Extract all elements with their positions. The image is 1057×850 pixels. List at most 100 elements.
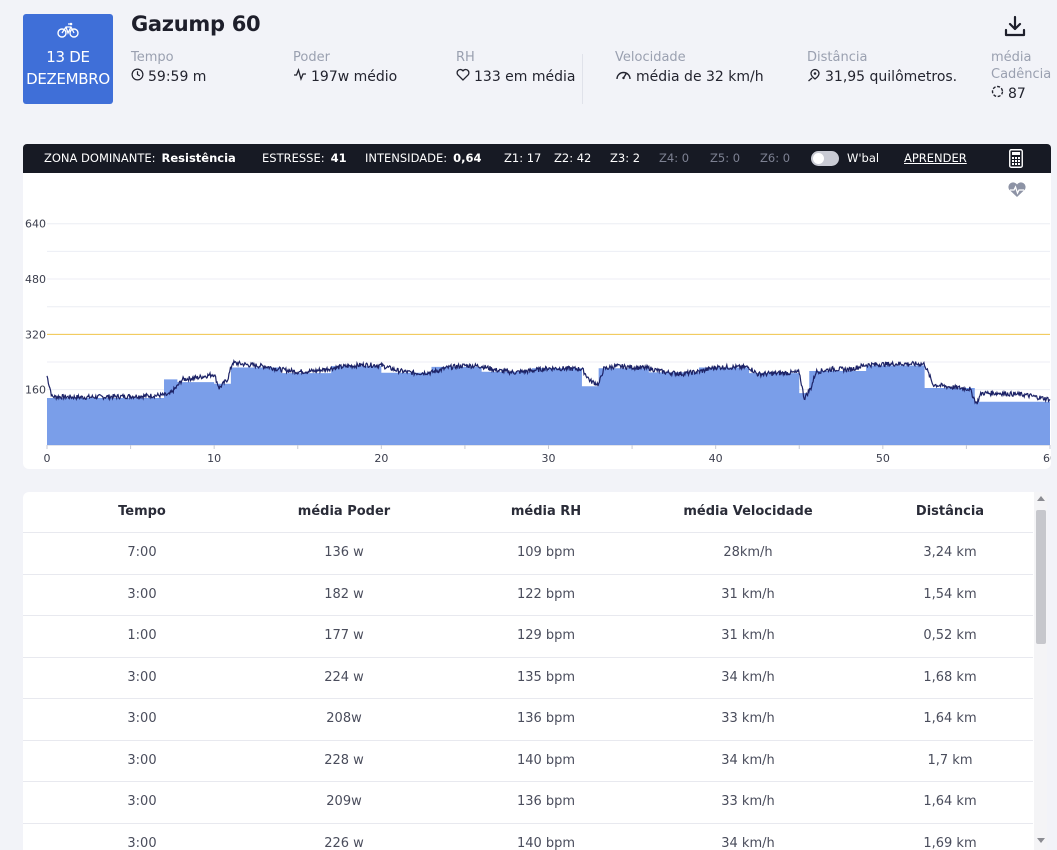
metric-speed: Velocidade média de 32 km/h bbox=[615, 49, 764, 85]
cell-power: 177 w bbox=[324, 628, 364, 643]
x-tick-label: 50 bbox=[876, 452, 890, 465]
wbal-label: W'bal bbox=[847, 151, 880, 165]
y-tick-label: 320 bbox=[25, 328, 46, 341]
y-tick-label: 160 bbox=[25, 384, 46, 397]
scroll-down-icon[interactable] bbox=[1037, 838, 1045, 843]
intervals-table: Tempo média Poder média RH média Velocid… bbox=[23, 492, 1047, 850]
cell-hr: 140 bpm bbox=[516, 752, 576, 768]
cell-speed: 33 km/h bbox=[721, 794, 775, 809]
metric-cadence-label-2: Cadência bbox=[991, 67, 1052, 82]
zone-z2: Z2: 42 bbox=[554, 151, 592, 165]
power-chart-svg: 160 320 480 640 0 10 20 30 40 50 60 bbox=[25, 218, 1051, 465]
zone-z1: Z1: 17 bbox=[504, 151, 542, 165]
cell-time: 3:00 bbox=[127, 711, 157, 726]
date-month: DEZEMBRO bbox=[26, 70, 110, 88]
download-icon[interactable] bbox=[1003, 14, 1027, 40]
target-power-area bbox=[47, 365, 1050, 445]
wbal-toggle-knob bbox=[813, 153, 824, 164]
zone-z6: Z6: 0 bbox=[760, 151, 791, 165]
cell-distance: 1,64 km bbox=[923, 794, 977, 809]
cell-distance: 0,52 km bbox=[923, 628, 977, 643]
col-header-distance[interactable]: Distância bbox=[915, 504, 985, 519]
x-tick-label: 0 bbox=[44, 452, 51, 465]
table-row[interactable]: 3:00 208w 136 bpm 33 km/h 1,64 km bbox=[23, 698, 1033, 741]
col-header-hr[interactable]: média RH bbox=[510, 504, 582, 519]
zone-z3: Z3: 2 bbox=[610, 151, 641, 165]
table-row[interactable]: 3:00 182 w 122 bpm 31 km/h 1,54 km bbox=[23, 573, 1033, 617]
cell-hr: 122 bpm bbox=[516, 586, 576, 602]
cell-hr: 129 bpm bbox=[516, 628, 576, 643]
cell-distance: 1,54 km bbox=[923, 586, 977, 602]
learn-link[interactable]: APRENDER bbox=[904, 151, 967, 165]
table-row[interactable]: 1:00 177 w 129 bpm 31 km/h 0,52 km bbox=[23, 615, 1033, 658]
power-chart: 160 320 480 640 0 10 20 30 40 50 60 bbox=[23, 173, 1051, 469]
x-tick-label: 30 bbox=[542, 452, 556, 465]
cell-time: 3:00 bbox=[127, 752, 157, 768]
col-header-power[interactable]: média Poder bbox=[297, 504, 391, 519]
table-row[interactable]: 3:00 209w 136 bpm 33 km/h 1,64 km bbox=[23, 781, 1033, 824]
cell-hr: 136 bpm bbox=[516, 711, 576, 726]
y-tick-label: 480 bbox=[25, 273, 46, 286]
cell-time: 3:00 bbox=[127, 794, 157, 809]
map-pin-icon bbox=[807, 68, 821, 86]
metric-hr-label: RH bbox=[456, 50, 475, 65]
cell-power: 182 w bbox=[324, 586, 364, 602]
cell-distance: 3,24 km bbox=[923, 545, 977, 560]
metric-power-label: Poder bbox=[293, 50, 330, 65]
metric-cadence-label-1: média bbox=[991, 50, 1032, 65]
metric-speed-label: Velocidade bbox=[615, 50, 686, 65]
speedometer-icon bbox=[615, 68, 632, 85]
bike-icon bbox=[23, 22, 113, 42]
metric-cadence: média Cadência 87 bbox=[991, 49, 1051, 102]
table-row[interactable]: 7:00 136 w 109 bpm 28km/h 3,24 km bbox=[23, 532, 1033, 575]
y-tick-label: 640 bbox=[25, 218, 46, 231]
table-row[interactable]: 3:00 226 w 140 bpm 34 km/h 1,69 km bbox=[23, 822, 1033, 850]
x-tick-label: 60 bbox=[1043, 452, 1051, 465]
cell-power: 226 w bbox=[324, 835, 364, 850]
metric-cadence-value: 87 bbox=[1008, 85, 1026, 102]
scroll-up-icon[interactable] bbox=[1037, 496, 1045, 501]
table-scrollbar[interactable] bbox=[1034, 492, 1047, 850]
heart-icon bbox=[456, 68, 470, 85]
metric-speed-value: média de 32 km/h bbox=[636, 68, 764, 85]
cell-hr: 135 bpm bbox=[516, 669, 576, 685]
metric-time-label: Tempo bbox=[131, 50, 174, 65]
cell-speed: 33 km/h bbox=[721, 711, 775, 726]
wbal-toggle[interactable] bbox=[811, 151, 839, 166]
cell-time: 3:00 bbox=[127, 586, 157, 602]
col-header-time[interactable]: Tempo bbox=[118, 504, 166, 519]
date-day: 13 DE bbox=[46, 48, 90, 66]
metrics-divider bbox=[582, 54, 583, 104]
stress-value: 41 bbox=[330, 151, 347, 165]
clock-icon bbox=[131, 68, 144, 85]
pulse-icon bbox=[293, 67, 307, 85]
col-header-speed[interactable]: média Velocidade bbox=[683, 504, 813, 519]
zone-summary-bar: ZONA DOMINANTE: Resistência ESTRESSE: 41 I… bbox=[23, 144, 1051, 173]
cell-distance: 1,64 km bbox=[923, 711, 977, 726]
actual-power-line bbox=[46, 358, 1051, 405]
cell-speed: 31 km/h bbox=[721, 628, 775, 643]
workout-date-badge: 13 DE DEZEMBRO bbox=[23, 14, 113, 104]
cell-speed: 34 km/h bbox=[721, 669, 775, 685]
scrollbar-thumb[interactable] bbox=[1036, 510, 1046, 644]
cell-distance: 1,69 km bbox=[923, 835, 977, 850]
table-row[interactable]: 3:00 224 w 135 bpm 34 km/h 1,68 km bbox=[23, 656, 1033, 700]
metric-time-value: 59:59 m bbox=[148, 68, 207, 85]
zone-z5: Z5: 0 bbox=[710, 151, 741, 165]
cell-hr: 136 bpm bbox=[516, 794, 576, 809]
metric-power: Poder 197w médio bbox=[293, 49, 397, 85]
calculator-icon[interactable] bbox=[1009, 149, 1023, 171]
cadence-icon bbox=[991, 85, 1004, 102]
cell-power: 224 w bbox=[324, 669, 364, 685]
table-row[interactable]: 3:00 228 w 140 bpm 34 km/h 1,7 km bbox=[23, 739, 1033, 783]
cell-distance: 1,68 km bbox=[923, 669, 977, 685]
x-tick-label: 10 bbox=[207, 452, 221, 465]
metric-power-value: 197w médio bbox=[311, 68, 398, 85]
workout-title: Gazump 60 bbox=[131, 12, 261, 36]
metric-time: Tempo 59:59 m bbox=[131, 49, 206, 85]
cell-time: 3:00 bbox=[127, 835, 157, 850]
y-axis-labels: 160 320 480 640 bbox=[25, 218, 46, 397]
dominant-zone-label: ZONA DOMINANTE: bbox=[44, 151, 156, 165]
metric-distance-value: 31,95 quilômetros. bbox=[825, 69, 958, 85]
stress-label: ESTRESSE: bbox=[262, 151, 325, 165]
